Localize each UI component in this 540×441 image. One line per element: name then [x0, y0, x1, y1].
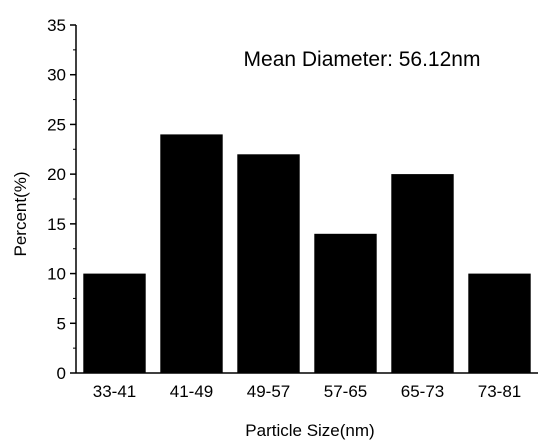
- y-axis-label: Percent(%): [11, 171, 30, 256]
- mean-diameter-annotation: Mean Diameter: 56.12nm: [244, 48, 481, 71]
- x-tick-label-41-49: 41-49: [170, 382, 213, 401]
- x-tick-label-57-65: 57-65: [324, 382, 367, 401]
- bar-group: [83, 134, 531, 373]
- bar-33-41: [83, 273, 146, 373]
- x-tick-label-33-41: 33-41: [93, 382, 136, 401]
- bar-49-57: [237, 154, 300, 373]
- x-axis-ticks: 33-41 41-49 49-57 57-65 65-73 73-81: [93, 382, 521, 401]
- y-tick-label-0: 0: [57, 364, 66, 383]
- y-axis-ticks: 0 5 10 15 20 25 30 35: [47, 16, 76, 383]
- bar-73-81: [468, 273, 531, 373]
- x-tick-label-49-57: 49-57: [247, 382, 290, 401]
- bar-65-73: [391, 174, 454, 373]
- y-tick-label-15: 15: [47, 215, 66, 234]
- x-tick-label-73-81: 73-81: [478, 382, 521, 401]
- x-axis-label: Particle Size(nm): [245, 421, 374, 440]
- x-tick-label-65-73: 65-73: [401, 382, 444, 401]
- y-tick-label-5: 5: [57, 314, 66, 333]
- bar-57-65: [314, 233, 377, 373]
- bar-41-49: [160, 134, 223, 373]
- y-tick-label-35: 35: [47, 16, 66, 35]
- y-tick-label-25: 25: [47, 115, 66, 134]
- y-tick-label-10: 10: [47, 265, 66, 284]
- y-tick-label-20: 20: [47, 165, 66, 184]
- y-tick-label-30: 30: [47, 66, 66, 85]
